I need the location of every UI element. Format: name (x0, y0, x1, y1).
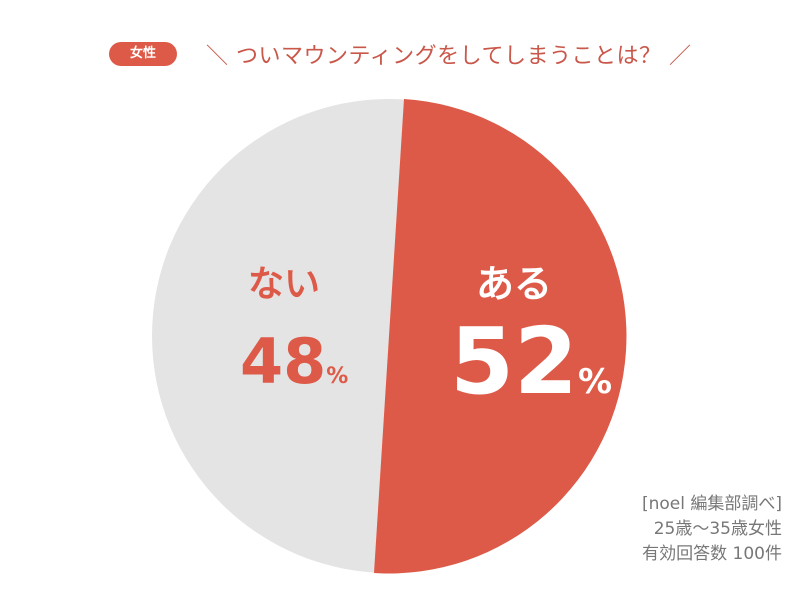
no-label: ない (248, 264, 321, 305)
yes-value: 52% (450, 308, 613, 415)
note-sample-size: 有効回答数 100件 (642, 544, 782, 564)
pie-slice-yes (374, 99, 627, 574)
note-demographic: 25歳～35歳女性 (653, 519, 782, 539)
chart-title: ＼ ついマウンティングをしてしまうことは？ ／ (206, 44, 692, 69)
yes-label: ある (476, 262, 553, 306)
no-value: 48% (240, 325, 349, 398)
gender-badge: 女性 (109, 42, 177, 66)
survey-note: [noel 編集部調べ] 25歳～35歳女性 有効回答数 100件 (642, 492, 782, 567)
note-source: [noel 編集部調べ] (641, 494, 782, 514)
